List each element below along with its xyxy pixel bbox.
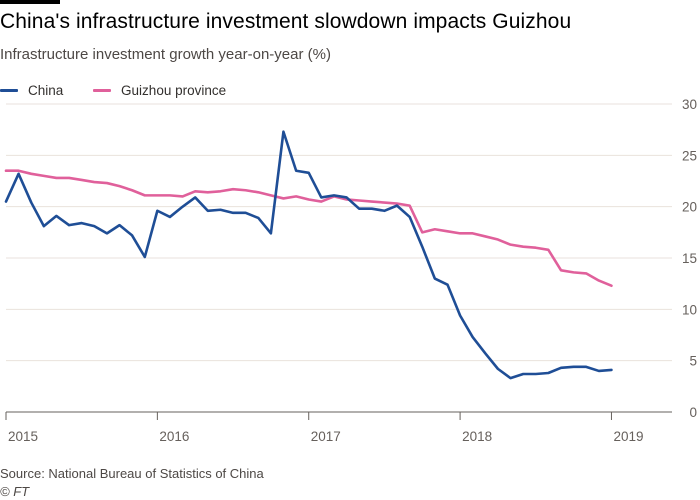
x-tick-label-2015: 2015 — [8, 429, 38, 444]
legend-label-china: China — [28, 83, 64, 98]
x-tick-label-2019: 2019 — [613, 429, 643, 444]
source-note: Source: National Bureau of Statistics of… — [0, 466, 264, 481]
legend-item-china: China — [0, 83, 63, 98]
grid-layer — [6, 103, 672, 362]
x-axis: 2015 2016 2017 2018 2019 — [5, 411, 672, 444]
y-tick-label-20: 20 — [682, 200, 697, 215]
y-tick-label-25: 25 — [682, 148, 697, 163]
y-tick-label-30: 30 — [682, 97, 697, 112]
series-line-china — [4, 130, 613, 380]
legend-label-guizhou: Guizhou province — [121, 83, 227, 98]
ft-credit: © FT — [0, 484, 30, 499]
series-layer — [4, 130, 613, 380]
y-tick-label-10: 10 — [682, 302, 697, 317]
legend-swatch-guizhou — [93, 89, 112, 92]
y-axis-tick-labels: 0 5 10 15 20 25 30 — [682, 97, 697, 420]
x-tick-label-2016: 2016 — [159, 429, 189, 444]
chart-subtitle: Infrastructure investment growth year-on… — [0, 46, 331, 63]
y-tick-label-0: 0 — [689, 405, 697, 420]
x-tick-label-2017: 2017 — [311, 429, 341, 444]
legend-item-guizhou: Guizhou province — [93, 83, 226, 98]
series-line-guizhou — [4, 169, 613, 288]
legend-swatch-china — [0, 89, 18, 92]
chart-legend: China Guizhou province — [0, 80, 252, 98]
y-tick-label-5: 5 — [689, 354, 697, 369]
y-tick-label-15: 15 — [682, 251, 697, 266]
x-tick-label-2018: 2018 — [462, 429, 492, 444]
top-accent-rule — [0, 0, 60, 4]
chart-title: China's infrastructure investment slowdo… — [0, 10, 572, 33]
